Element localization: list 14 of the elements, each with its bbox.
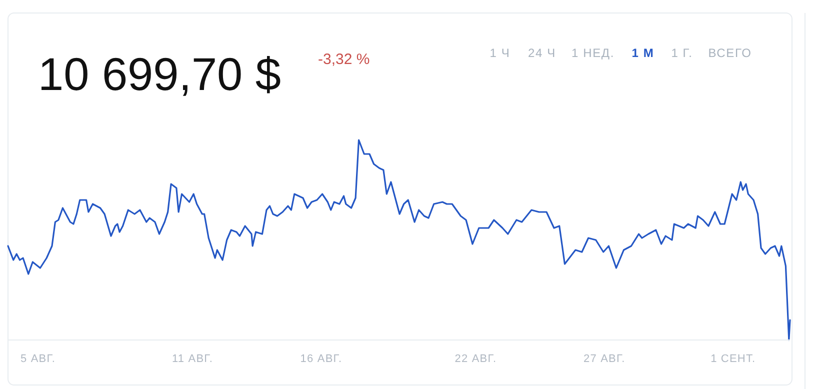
x-tick-label: 1 СЕНТ. <box>710 353 756 365</box>
x-tick-label: 5 АВГ. <box>20 353 56 365</box>
x-tick-label: 27 АВГ. <box>584 353 626 365</box>
text: 1 Ч <box>490 46 510 60</box>
text: 1 НЕД. <box>572 46 614 60</box>
x-tick-label: 16 АВГ. <box>300 353 342 365</box>
chart-subtitle: -3,32 % <box>318 51 370 68</box>
text: ВСЕГО <box>708 46 752 60</box>
text: 1 Г. <box>671 46 693 60</box>
x-tick-label: 22 АВГ. <box>454 353 497 365</box>
text: 24 Ч <box>528 46 556 60</box>
x-tick-label: 11 АВГ. <box>172 353 214 365</box>
chart-title: 10 699,70 $ <box>38 48 282 100</box>
text: 1 М <box>632 46 654 60</box>
